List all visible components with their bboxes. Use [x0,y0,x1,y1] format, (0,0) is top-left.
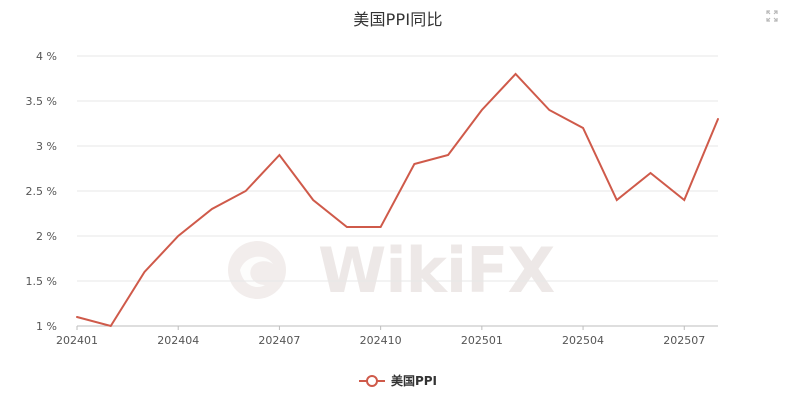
x-tick-label: 202504 [562,334,604,347]
y-tick-label: 3.5 % [26,95,57,108]
x-tick-label: 202501 [461,334,503,347]
x-tick-label: 202401 [56,334,98,347]
x-tick-label: 202410 [360,334,402,347]
watermark-logo-mark [240,256,273,288]
watermark: WikiFX [228,234,555,307]
legend-label: 美国PPI [390,374,438,388]
axes: 1 % 1.5 % 2 % 2.5 % 3 % 3.5 % 4 % 202401 202404 2… [26,50,718,347]
series-layer [76,72,719,328]
chart-title: 美国PPI同比 [353,10,443,29]
watermark-text: WikiFX [318,234,554,307]
x-tick-label: 202407 [258,334,300,347]
y-tick-label: 1 % [36,320,57,333]
y-tick-label: 2 % [36,230,57,243]
x-tick-label: 202507 [663,334,705,347]
y-tick-label: 3 % [36,140,57,153]
expand-icon-graphic [766,10,778,22]
x-tick-label: 202404 [157,334,199,347]
watermark-logo [228,241,286,299]
series-line [76,72,719,328]
legend[interactable]: 美国PPI [0,372,796,389]
expand-icon[interactable] [766,10,778,22]
legend-line-icon [358,374,385,388]
y-tick-label: 1.5 % [26,275,57,288]
y-tick-label: 4 % [36,50,57,63]
y-tick-label: 2.5 % [26,185,57,198]
